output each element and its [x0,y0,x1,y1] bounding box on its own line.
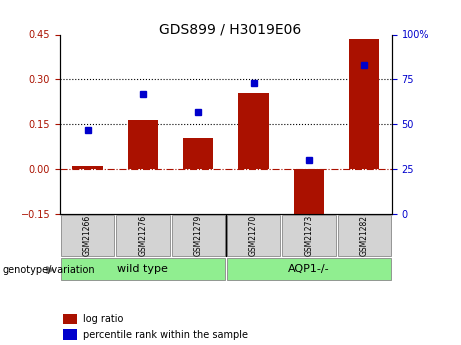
FancyBboxPatch shape [227,258,391,280]
Text: GSM21270: GSM21270 [249,215,258,256]
Text: wild type: wild type [118,264,168,274]
Text: genotype/variation: genotype/variation [2,265,95,275]
Bar [294,169,324,224]
Bar [128,120,158,169]
FancyBboxPatch shape [171,215,225,256]
Text: GDS899 / H3019E06: GDS899 / H3019E06 [160,22,301,37]
Text: percentile rank within the sample: percentile rank within the sample [83,330,248,340]
Bar [238,93,269,169]
Bar [349,39,379,169]
FancyBboxPatch shape [116,215,170,256]
Text: GSM21279: GSM21279 [194,215,203,256]
Text: log ratio: log ratio [83,314,124,324]
FancyBboxPatch shape [61,258,225,280]
FancyBboxPatch shape [337,215,391,256]
Text: GSM21273: GSM21273 [304,215,313,256]
FancyBboxPatch shape [227,215,280,256]
Bar [63,329,77,340]
Text: GSM21282: GSM21282 [360,215,369,256]
Text: AQP1-/-: AQP1-/- [288,264,330,274]
Bar [183,138,213,169]
Text: GSM21276: GSM21276 [138,215,148,256]
FancyBboxPatch shape [282,215,336,256]
Bar [63,314,77,324]
Text: GSM21266: GSM21266 [83,215,92,256]
Bar [72,166,103,169]
FancyBboxPatch shape [61,215,114,256]
